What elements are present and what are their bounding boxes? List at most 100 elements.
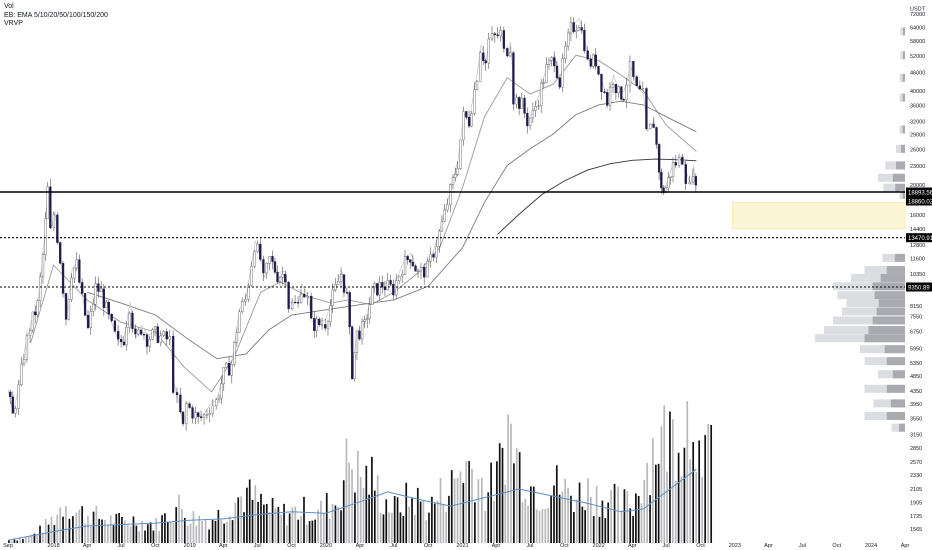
vrvp-row-up — [876, 307, 905, 316]
vrvp-legend-label[interactable]: VRVP — [4, 20, 23, 27]
candle-down — [660, 171, 663, 189]
vrvp-row-total — [864, 384, 905, 393]
volume-bar — [629, 508, 632, 543]
candle-up — [185, 403, 188, 424]
vrvp-row-total — [899, 93, 905, 102]
candle-up — [28, 330, 32, 336]
candle-up — [70, 277, 73, 300]
time-tick-label: Oct — [696, 543, 705, 549]
candle-up — [542, 82, 545, 84]
volume-bar — [277, 506, 280, 543]
volume-bar — [68, 518, 71, 543]
candle-down — [409, 259, 412, 263]
volume-bar — [243, 512, 245, 543]
candle-down — [122, 341, 126, 346]
volume-bars — [8, 401, 713, 543]
candle-down — [107, 301, 110, 315]
volume-bar — [257, 501, 259, 543]
volume-bar — [223, 523, 225, 543]
volume-bar — [393, 496, 396, 543]
vrvp-row-total — [864, 411, 905, 420]
vrvp-row-up — [892, 370, 905, 379]
candle-down — [526, 113, 529, 127]
vrvp-row-total — [900, 27, 905, 36]
candle-down — [199, 416, 203, 418]
volume-bar — [251, 499, 254, 543]
price-tick-label: 5350 — [910, 361, 922, 367]
volume-bar — [414, 514, 416, 543]
price-tick-label: 32000 — [910, 119, 925, 125]
candle-up — [440, 221, 444, 232]
time-tick-label: 2019 — [184, 543, 196, 549]
vrvp-row-up — [874, 291, 905, 300]
volume-bar — [166, 521, 169, 543]
candle-down — [181, 411, 185, 424]
price-tick-label: 52000 — [910, 54, 925, 60]
price-tick-label: 72000 — [910, 12, 925, 18]
volume-bar — [411, 498, 413, 543]
volume-bar — [50, 516, 53, 543]
candle-up — [162, 331, 165, 336]
volume-bar — [555, 465, 558, 543]
volume-legend-label[interactable]: Vol — [4, 3, 14, 10]
volume-bar — [425, 520, 428, 543]
candle-up — [561, 58, 564, 88]
volume-bar — [356, 450, 359, 543]
volume-bar — [477, 479, 480, 543]
volume-bar — [231, 520, 234, 543]
volume-bar — [217, 509, 220, 543]
candle-down — [262, 259, 265, 274]
volume-bar — [291, 507, 294, 543]
time-axis[interactable]: Sep 2018 Apr Jul Oct 2019 Apr Jul Oct 2020 Apr Jul O… — [3, 543, 909, 549]
volume-bar — [698, 440, 701, 543]
candle-up — [75, 259, 78, 269]
candle-up — [281, 273, 284, 278]
candle-up — [677, 157, 681, 166]
candle-up — [92, 304, 95, 312]
price-tick-label: 11600 — [910, 256, 925, 262]
ema-50-line — [86, 100, 697, 360]
volume-bar — [56, 514, 59, 543]
volume-bar — [637, 495, 640, 543]
volume-bar — [405, 482, 408, 543]
candle-up — [564, 45, 567, 59]
candle-up — [299, 293, 303, 303]
price-label-box — [906, 282, 932, 292]
volume-bar — [81, 506, 84, 543]
volume-bar — [598, 516, 601, 543]
candle-down — [348, 292, 351, 328]
candle-down — [553, 57, 556, 67]
price-tick-label: 58000 — [910, 39, 925, 45]
price-label-box — [906, 187, 932, 197]
volume-bar — [126, 524, 129, 543]
time-tick-label: Apr — [764, 543, 773, 549]
candle-up — [435, 246, 438, 258]
time-tick-label: Sep — [3, 543, 13, 549]
candle-up — [208, 413, 211, 416]
time-tick-label: Oct — [832, 543, 841, 549]
candle-down — [61, 263, 65, 294]
volume-bar — [544, 509, 547, 543]
candle-down — [652, 123, 655, 128]
volume-bar — [445, 511, 448, 543]
vrvp-row-total — [842, 307, 905, 316]
vrvp-row-total — [833, 282, 905, 291]
candle-up — [499, 30, 502, 37]
volume-bar — [581, 506, 584, 543]
volume-bar — [535, 509, 538, 543]
volume-bar — [663, 405, 666, 543]
vrvp-row-total — [873, 399, 905, 408]
horizontal-levels[interactable]: 18893.56 18860.02 13470.91 9350.89 — [0, 187, 932, 292]
volume-bar — [297, 519, 300, 543]
volume-bar — [578, 482, 581, 543]
candle-up — [148, 338, 151, 347]
time-tick-label: Oct — [287, 543, 296, 549]
vrvp-row-up — [892, 173, 905, 182]
candle-down — [287, 281, 290, 310]
volume-bar — [214, 520, 217, 543]
ema-legend-label[interactable]: EB: EMA 5/10/20/50/100/150/200 — [4, 11, 108, 19]
volume-bar — [669, 411, 671, 543]
volume-bar — [530, 486, 532, 543]
